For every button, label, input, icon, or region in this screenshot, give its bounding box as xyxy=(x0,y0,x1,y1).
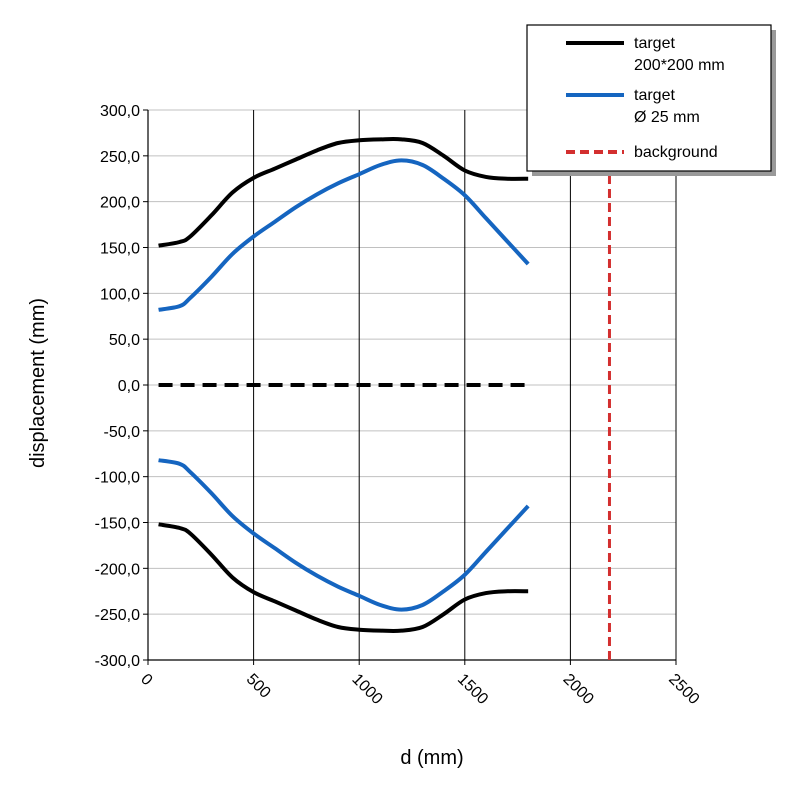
legend-label-2-0: background xyxy=(634,144,718,161)
y-tick-label-6: 0,0 xyxy=(118,378,140,395)
x-tick-label-4: 2000 xyxy=(560,671,597,708)
y-tick-labels: 300,0 250,0 200,0 150,0 100,0 50,0 0,0 -50,0 -10… xyxy=(95,103,140,670)
y-tick-label-7: -50,0 xyxy=(104,424,141,441)
y-tick-label-9: -150,0 xyxy=(95,516,140,533)
series-line-0-upper xyxy=(158,137,529,248)
legend-label-0-1: 200*200 mm xyxy=(634,57,725,74)
x-tick-label-0: 0 xyxy=(137,671,155,689)
series-line-3-lower xyxy=(158,458,530,612)
legend-label-0-0: target xyxy=(634,35,675,52)
x-tick-labels: 0 500 1000 1500 2000 2500 xyxy=(137,671,702,708)
x-tick-label-1: 500 xyxy=(243,671,274,702)
legend: target 200*200 mm target Ø 25 mm background xyxy=(526,24,776,176)
legend-box xyxy=(526,24,772,172)
series-line-1-lower xyxy=(158,522,529,633)
x-tick-label-3: 1500 xyxy=(454,671,491,708)
axes xyxy=(143,109,677,665)
y-tick-label-3: 150,0 xyxy=(100,241,140,258)
y-tick-label-11: -250,0 xyxy=(95,607,140,624)
y-tick-label-12: -300,0 xyxy=(95,653,140,670)
y-axis-label: displacement (mm) xyxy=(27,298,49,468)
y-tick-label-10: -200,0 xyxy=(95,561,140,578)
y-tick-label-5: 50,0 xyxy=(109,332,140,349)
x-tick-label-2: 1000 xyxy=(348,671,385,708)
x-tick-label-5: 2500 xyxy=(665,671,702,708)
y-tick-label-4: 100,0 xyxy=(100,286,140,303)
y-tick-label-2: 200,0 xyxy=(100,195,140,212)
x-axis-label: d (mm) xyxy=(400,747,463,769)
y-tick-label-0: 300,0 xyxy=(100,103,140,120)
y-tick-label-8: -100,0 xyxy=(95,470,140,487)
series-group xyxy=(158,137,611,660)
series-line-2-upper xyxy=(158,158,530,312)
legend-label-1-0: target xyxy=(634,87,675,104)
y-tick-label-1: 250,0 xyxy=(100,149,140,166)
legend-label-1-1: Ø 25 mm xyxy=(634,109,700,126)
